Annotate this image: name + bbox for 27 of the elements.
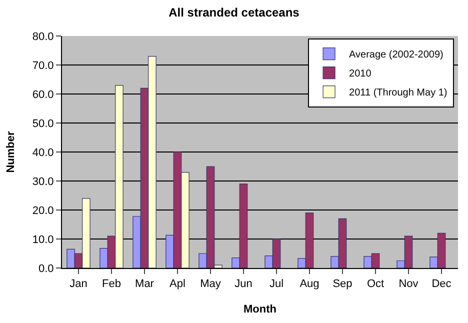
y-tick-label: 10.0 xyxy=(32,234,54,246)
legend-label: 2011 (Through May 1) xyxy=(349,88,448,99)
y-tick-label: 80.0 xyxy=(32,30,54,43)
y-axis-title: Number xyxy=(5,130,18,173)
legend-label: 2010 xyxy=(349,68,372,80)
x-tick-label: Jan xyxy=(70,278,88,290)
y-tick-label: 0.0 xyxy=(38,262,54,275)
x-tick-label: May xyxy=(200,278,222,290)
y-tick-label: 30.0 xyxy=(32,176,54,188)
y-tick-label: 20.0 xyxy=(32,204,54,217)
y-tick-label: 70.0 xyxy=(32,60,54,72)
x-tick-label: Aug xyxy=(300,278,320,290)
x-tick-label: Jul xyxy=(269,278,284,290)
x-tick-label: Mar xyxy=(135,278,154,290)
y-tick-label: 50.0 xyxy=(32,118,54,130)
x-tick-label: Feb xyxy=(102,278,121,290)
y-tick-label: 40.0 xyxy=(32,146,54,159)
chart-title: All stranded cetaceans xyxy=(168,5,300,20)
x-tick-label: Oct xyxy=(366,278,384,290)
x-axis-title: Month xyxy=(244,303,277,316)
legend-label: Average (2002-2009) xyxy=(349,50,444,61)
x-tick-label: Jun xyxy=(234,278,252,290)
y-tick-label: 60.0 xyxy=(32,88,54,101)
x-tick-label: Sep xyxy=(332,278,352,290)
x-tick-label: Nov xyxy=(398,278,419,290)
x-tick-label: Dec xyxy=(432,278,452,290)
x-tick-label: Apl xyxy=(170,278,186,290)
